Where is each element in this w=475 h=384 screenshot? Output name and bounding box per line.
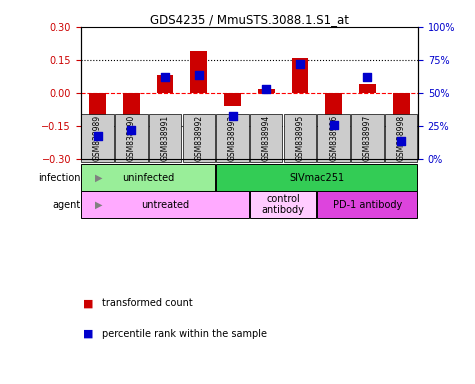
Bar — [325, 93, 342, 120]
Text: GSM838989: GSM838989 — [93, 115, 102, 161]
Text: GSM838992: GSM838992 — [194, 115, 203, 161]
Bar — [284, 114, 316, 162]
Text: GSM838990: GSM838990 — [127, 115, 136, 161]
Text: GSM838995: GSM838995 — [295, 115, 304, 161]
Bar — [317, 114, 350, 162]
Point — [94, 132, 101, 139]
Bar — [81, 191, 249, 218]
Bar — [81, 164, 215, 192]
Point — [330, 122, 337, 128]
Title: GDS4235 / MmuSTS.3088.1.S1_at: GDS4235 / MmuSTS.3088.1.S1_at — [150, 13, 349, 26]
Text: untreated: untreated — [141, 200, 189, 210]
Text: ▶: ▶ — [95, 173, 103, 183]
Bar — [149, 114, 181, 162]
Bar — [216, 164, 418, 192]
Text: PD-1 antibody: PD-1 antibody — [333, 200, 402, 210]
Bar — [216, 114, 249, 162]
Bar — [224, 93, 241, 106]
Point — [397, 138, 405, 144]
Point — [161, 74, 169, 80]
Text: GSM838993: GSM838993 — [228, 115, 237, 161]
Point — [363, 74, 371, 80]
Bar — [115, 114, 148, 162]
Text: GSM838997: GSM838997 — [363, 115, 372, 161]
Point — [262, 86, 270, 92]
Bar — [182, 114, 215, 162]
Bar — [123, 93, 140, 135]
Text: ▶: ▶ — [95, 200, 103, 210]
Text: SIVmac251: SIVmac251 — [289, 173, 344, 183]
Point — [127, 127, 135, 133]
Bar — [258, 89, 275, 93]
Bar — [157, 76, 173, 93]
Text: uninfected: uninfected — [122, 173, 174, 183]
Bar — [190, 51, 207, 93]
Bar — [81, 114, 114, 162]
Point — [296, 61, 304, 67]
Text: agent: agent — [53, 200, 81, 210]
Bar — [393, 93, 409, 135]
Bar — [89, 93, 106, 148]
Text: GSM838994: GSM838994 — [262, 115, 271, 161]
Bar — [250, 191, 316, 218]
Text: GSM838998: GSM838998 — [397, 115, 406, 161]
Text: GSM838991: GSM838991 — [161, 115, 170, 161]
Text: ■: ■ — [83, 329, 94, 339]
Bar — [351, 114, 384, 162]
Point — [195, 71, 202, 78]
Text: GSM838996: GSM838996 — [329, 115, 338, 161]
Bar — [359, 84, 376, 93]
Text: transformed count: transformed count — [102, 298, 193, 308]
Bar — [250, 114, 283, 162]
Bar — [385, 114, 418, 162]
Point — [228, 113, 236, 119]
Text: ■: ■ — [83, 298, 94, 308]
Text: percentile rank within the sample: percentile rank within the sample — [102, 329, 267, 339]
Bar — [317, 191, 418, 218]
Text: control
antibody: control antibody — [262, 194, 304, 215]
Text: infection: infection — [38, 173, 81, 183]
Bar — [292, 58, 308, 93]
